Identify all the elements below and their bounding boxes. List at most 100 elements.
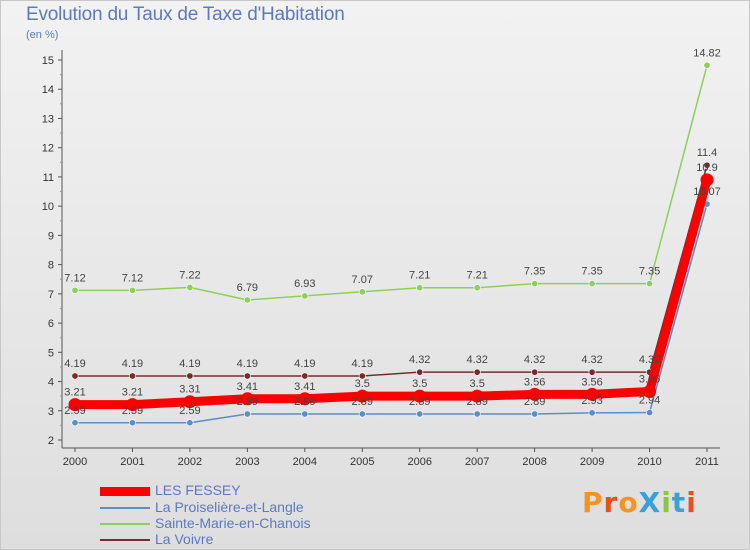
data-label-la-voivre: 4.19 (64, 358, 85, 370)
data-point-les-fessey (528, 387, 542, 401)
data-point-les-fessey (125, 398, 139, 412)
data-label-la-proiseliere: 2.89 (237, 396, 258, 408)
data-point-la-proiseliere (358, 410, 366, 418)
data-label-sainte-marie: 7.21 (409, 270, 430, 282)
data-point-les-fessey (355, 389, 369, 403)
series-la-voivre (71, 161, 711, 380)
data-point-sainte-marie (588, 280, 596, 288)
data-label-la-proiseliere: 2.93 (581, 395, 602, 407)
data-point-sainte-marie (243, 296, 251, 304)
y-tick-label: 12 (42, 143, 54, 155)
data-point-sainte-marie (128, 286, 136, 294)
y-unit-label: (en %) (26, 29, 59, 41)
series-line-la-proiseliere (74, 203, 708, 424)
logo-letter: o (618, 486, 639, 519)
data-label-les-fessey: 3.41 (237, 381, 258, 393)
data-point-sainte-marie (703, 61, 711, 69)
data-point-sainte-marie (186, 283, 194, 291)
y-tick-label: 7 (48, 289, 54, 301)
data-label-la-proiseliere: 2.89 (352, 396, 373, 408)
series-les-fessey (68, 173, 714, 412)
data-label-la-proiseliere: 2.59 (122, 405, 143, 417)
data-label-la-voivre: 4.32 (639, 354, 660, 366)
data-point-la-voivre (358, 372, 366, 380)
x-tick-label: 2004 (293, 456, 317, 468)
data-label-les-fessey: 10.9 (696, 162, 717, 174)
data-point-les-fessey (413, 389, 427, 403)
y-tick-label: 13 (42, 113, 54, 125)
y-tick-label: 14 (42, 84, 54, 96)
x-tick-label: 2007 (465, 456, 489, 468)
data-label-la-voivre: 4.32 (409, 354, 430, 366)
data-point-la-proiseliere (301, 410, 309, 418)
y-tick-label: 6 (48, 318, 54, 330)
data-label-la-voivre: 4.19 (294, 358, 315, 370)
y-tick-label: 9 (48, 230, 54, 242)
data-label-les-fessey: 3.21 (122, 387, 143, 399)
data-point-la-voivre (531, 368, 539, 376)
data-label-la-proiseliere: 2.89 (409, 396, 430, 408)
data-label-sainte-marie: 7.07 (352, 274, 373, 286)
data-label-sainte-marie: 7.21 (466, 270, 487, 282)
data-point-la-proiseliere (186, 419, 194, 427)
data-label-la-voivre: 11.4 (697, 147, 718, 159)
y-tick-label: 10 (42, 201, 54, 213)
y-tick-label: 8 (48, 260, 54, 272)
data-point-les-fessey (240, 392, 254, 406)
data-label-la-voivre: 4.32 (466, 354, 487, 366)
data-point-la-proiseliere (588, 409, 596, 417)
data-label-les-fessey: 3.5 (412, 378, 427, 390)
data-label-la-voivre: 4.19 (179, 358, 200, 370)
x-tick-label: 2008 (522, 456, 546, 468)
data-label-les-fessey: 3.41 (294, 381, 315, 393)
data-label-la-voivre: 4.32 (524, 354, 545, 366)
data-point-sainte-marie (473, 284, 481, 292)
data-point-la-proiseliere (646, 409, 654, 417)
legend-item-sainte-marie: Sainte-Marie-en-Chanois (100, 515, 400, 531)
legend-item-les-fessey: LES FESSEY (100, 482, 400, 498)
data-label-la-voivre: 4.19 (237, 358, 258, 370)
data-point-la-proiseliere (531, 410, 539, 418)
series-sainte-marie (71, 61, 711, 304)
data-point-la-voivre (243, 372, 251, 380)
data-point-les-fessey (183, 395, 197, 409)
data-point-sainte-marie (71, 286, 79, 294)
legend-label-sainte-marie: Sainte-Marie-en-Chanois (155, 515, 311, 531)
data-point-les-fessey (68, 398, 82, 412)
data-label-sainte-marie: 14.82 (693, 47, 721, 59)
data-label-les-fessey: 3.56 (524, 376, 545, 388)
data-point-la-voivre (301, 372, 309, 380)
data-point-la-voivre (71, 372, 79, 380)
data-point-sainte-marie (416, 284, 424, 292)
data-point-les-fessey (470, 389, 484, 403)
legend-item-la-voivre: La Voivre (100, 531, 400, 547)
y-tick-label: 2 (48, 435, 54, 447)
series-line-les-fessey (70, 175, 712, 410)
data-label-la-proiseliere: 2.59 (64, 405, 85, 417)
data-label-les-fessey: 3.31 (179, 384, 200, 396)
data-point-les-fessey (643, 384, 657, 398)
x-tick-label: 2009 (580, 456, 604, 468)
logo-letter: t (671, 486, 687, 519)
logo-letter: i (686, 486, 697, 519)
proxiti-logo: ProXiti (582, 486, 697, 519)
legend-label-la-proiseliere: La Proiselière-et-Langle (155, 499, 304, 515)
y-tick-label: 3 (48, 406, 54, 418)
x-tick-label: 2006 (407, 456, 431, 468)
data-point-sainte-marie (531, 280, 539, 288)
data-point-la-voivre (186, 372, 194, 380)
data-point-sainte-marie (358, 288, 366, 296)
series-line-sainte-marie (74, 64, 708, 301)
legend-swatch-les-fessey (100, 487, 150, 496)
logo-letter: X (638, 486, 662, 519)
y-tick-label: 4 (48, 377, 54, 389)
data-label-les-fessey: 3.21 (64, 387, 85, 399)
data-point-la-proiseliere (416, 410, 424, 418)
data-point-la-proiseliere (128, 419, 136, 427)
data-point-la-voivre (416, 368, 424, 376)
y-tick-label: 5 (48, 347, 54, 359)
legend-swatch-sainte-marie (100, 523, 150, 525)
logo-letter: r (603, 486, 619, 519)
chart-title: Evolution du Taux de Taxe d'Habitation (26, 4, 345, 25)
